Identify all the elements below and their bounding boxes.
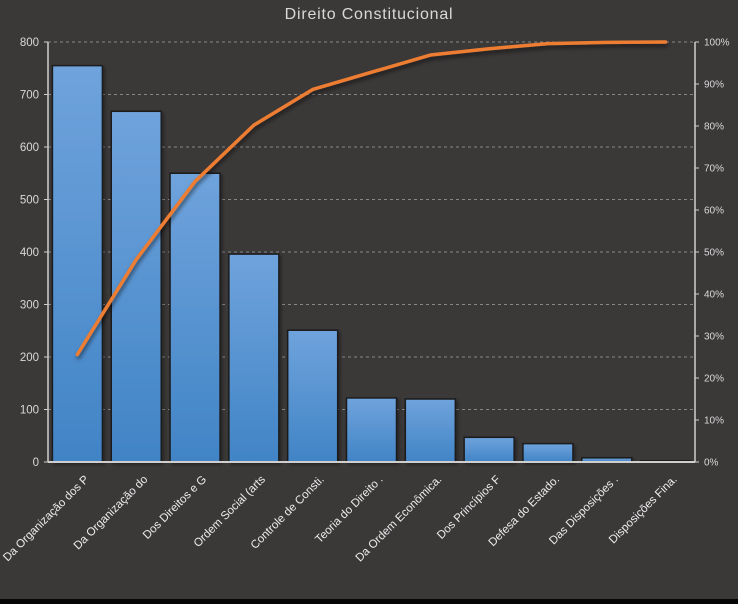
y-left-tick-label: 500 (20, 195, 39, 207)
y-right-tick-label: 10% (704, 416, 724, 427)
y-right-tick-label: 30% (704, 332, 724, 343)
y-right-tick-label: 40% (704, 290, 724, 301)
x-category-label: Dos Direitos e G (141, 474, 209, 542)
y-left-tick-label: 800 (20, 37, 39, 49)
x-category-label: Dos Princípios F (435, 474, 503, 542)
y-right-tick-label: 50% (704, 248, 724, 259)
y-right-tick-label: 70% (704, 164, 724, 175)
y-left-tick-label: 0 (33, 457, 39, 469)
y-right-tick-label: 60% (704, 206, 724, 217)
y-left-tick-label: 400 (20, 247, 39, 259)
y-left-tick-label: 300 (20, 300, 39, 312)
bar-6 (345, 397, 398, 463)
bar-5 (286, 329, 339, 463)
y-left-tick-label: 200 (20, 352, 39, 364)
y-left-tick-label: 100 (20, 405, 39, 417)
bar-4 (228, 253, 280, 463)
bar-1 (51, 64, 104, 463)
y-right-tick-label: 80% (704, 122, 724, 133)
y-right-tick-label: 20% (704, 374, 724, 385)
y-right-tick-label: 0% (704, 458, 719, 469)
window-bottom-edge (0, 599, 738, 604)
bar-7 (404, 398, 457, 463)
y-left-tick-label: 700 (20, 90, 39, 102)
bar-8 (463, 436, 515, 463)
y-right-tick-label: 100% (704, 38, 730, 49)
y-right-tick-label: 90% (704, 80, 724, 91)
chart-title: Direito Constitucional (284, 6, 454, 23)
cumulative-line (75, 40, 668, 357)
y-left-tick-label: 600 (20, 142, 39, 154)
bar-3 (169, 172, 221, 463)
bar-9 (522, 442, 574, 463)
